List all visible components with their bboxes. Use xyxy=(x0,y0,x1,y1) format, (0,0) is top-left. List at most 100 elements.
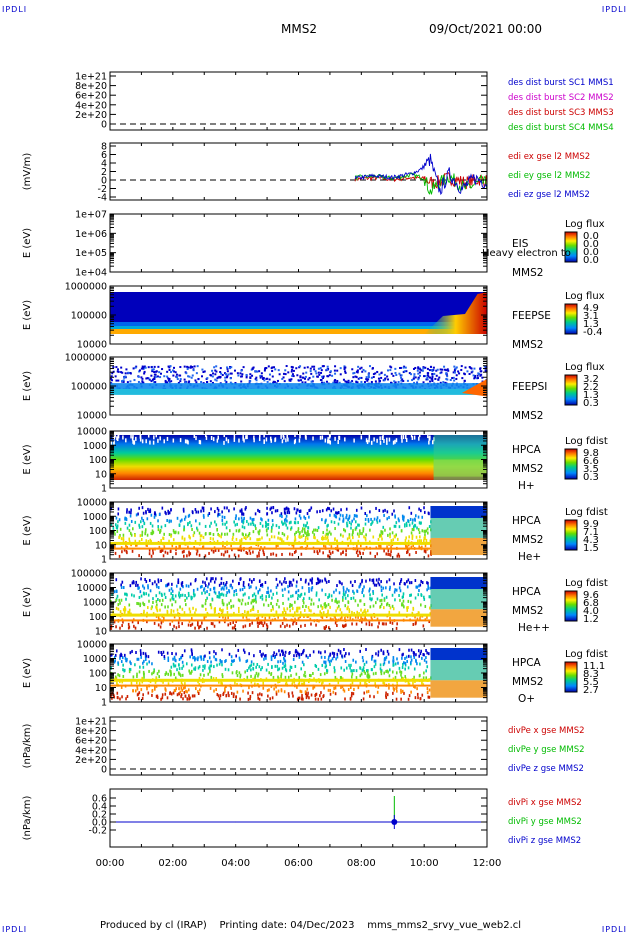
heat-cell xyxy=(417,378,420,381)
heat-cell xyxy=(184,381,187,384)
heat-cell xyxy=(386,649,389,653)
heat-cell xyxy=(383,606,385,610)
heat-cell xyxy=(192,656,194,660)
heat-cell xyxy=(321,588,323,592)
heat-cell xyxy=(335,609,337,613)
heat-cell xyxy=(284,650,287,654)
heat-cell xyxy=(155,433,158,438)
heat-cell xyxy=(310,609,312,613)
heat-cell xyxy=(283,510,286,514)
heat-cell xyxy=(250,668,252,672)
heat-cell xyxy=(264,616,267,620)
heat-cell xyxy=(233,507,235,511)
heat-cell xyxy=(158,545,161,549)
heat-cell xyxy=(274,509,277,513)
heat-cell xyxy=(192,534,195,538)
heat-cell xyxy=(220,552,223,556)
heat-cell xyxy=(180,582,183,586)
heat-cell xyxy=(222,608,224,612)
heat-cell xyxy=(392,663,395,667)
heat-cell xyxy=(341,582,343,586)
heat-cell xyxy=(359,584,361,588)
heat-cell xyxy=(225,659,227,663)
heat-cell xyxy=(203,655,205,659)
heat-cell xyxy=(426,367,429,370)
heat-band xyxy=(110,619,431,622)
heat-cell xyxy=(246,610,249,614)
heat-cell xyxy=(297,527,300,531)
heat-cell xyxy=(282,656,285,660)
heat-cell xyxy=(141,676,144,680)
heat-cell xyxy=(269,507,272,511)
heat-cell xyxy=(259,376,262,379)
heat-cell xyxy=(139,534,142,538)
heat-cell xyxy=(172,657,174,661)
heat-cell xyxy=(281,531,284,535)
heat-cell xyxy=(394,588,396,592)
heat-cell xyxy=(265,668,268,672)
heat-cell xyxy=(249,697,251,701)
heat-cell xyxy=(423,506,425,510)
heat-cell xyxy=(280,688,283,692)
heat-cell xyxy=(345,590,347,594)
heat-cell xyxy=(269,621,272,625)
heat-cell xyxy=(320,369,323,372)
heat-cell xyxy=(132,527,134,531)
heat-cell xyxy=(279,580,281,584)
heat-cell xyxy=(273,687,275,691)
heat-cell xyxy=(135,580,138,584)
heat-cell xyxy=(275,585,278,589)
heat-cell xyxy=(395,697,398,701)
heat-cell xyxy=(145,580,148,584)
heat-cell xyxy=(174,659,177,663)
heat-cell xyxy=(245,615,248,619)
heat-cell xyxy=(405,438,408,443)
heat-cell xyxy=(330,659,333,663)
heat-cell xyxy=(363,602,366,606)
heat-cell xyxy=(199,673,202,677)
heat-cell xyxy=(194,593,196,597)
heat-cell xyxy=(376,597,379,601)
heat-cell xyxy=(272,675,275,679)
heat-cell xyxy=(228,589,230,593)
heat-cell xyxy=(401,514,404,518)
heat-cell xyxy=(164,687,167,691)
heat-cell xyxy=(181,581,184,585)
heat-cell xyxy=(344,593,346,597)
heat-cell xyxy=(296,606,298,610)
heat-cell xyxy=(298,438,301,443)
heat-cell xyxy=(408,372,411,375)
heat-cell xyxy=(324,534,327,538)
heat-cell xyxy=(218,513,221,517)
heat-cell xyxy=(256,662,259,666)
heat-cell xyxy=(291,682,294,686)
heat-cell xyxy=(461,377,464,380)
heat-cell xyxy=(221,660,223,664)
heat-cell xyxy=(366,670,369,674)
heat-cell xyxy=(170,587,173,591)
heat-cell xyxy=(280,582,283,586)
heat-cell xyxy=(225,373,228,376)
heat-cell xyxy=(324,602,326,606)
heat-cell xyxy=(380,534,382,538)
heat-cell xyxy=(120,366,123,369)
heat-cell xyxy=(398,554,401,558)
heat-cell xyxy=(301,586,304,590)
heat-cell xyxy=(414,376,417,379)
heat-cell xyxy=(388,587,391,591)
heat-cell xyxy=(224,550,227,554)
heat-cell xyxy=(298,676,301,680)
heat-cell xyxy=(380,530,382,534)
heat-cell xyxy=(130,519,133,523)
heat-cell xyxy=(411,611,414,615)
colorbar-tick-label: 9.9 xyxy=(583,519,599,530)
heat-cell xyxy=(398,611,401,615)
heat-cell xyxy=(147,539,150,543)
heat-cell xyxy=(295,584,298,588)
heat-cell xyxy=(233,589,236,593)
heat-cell xyxy=(113,435,116,440)
heat-cell xyxy=(160,549,162,553)
heat-cell xyxy=(220,535,222,539)
heat-cell xyxy=(296,685,298,689)
ytick-label: 10 xyxy=(95,540,107,551)
